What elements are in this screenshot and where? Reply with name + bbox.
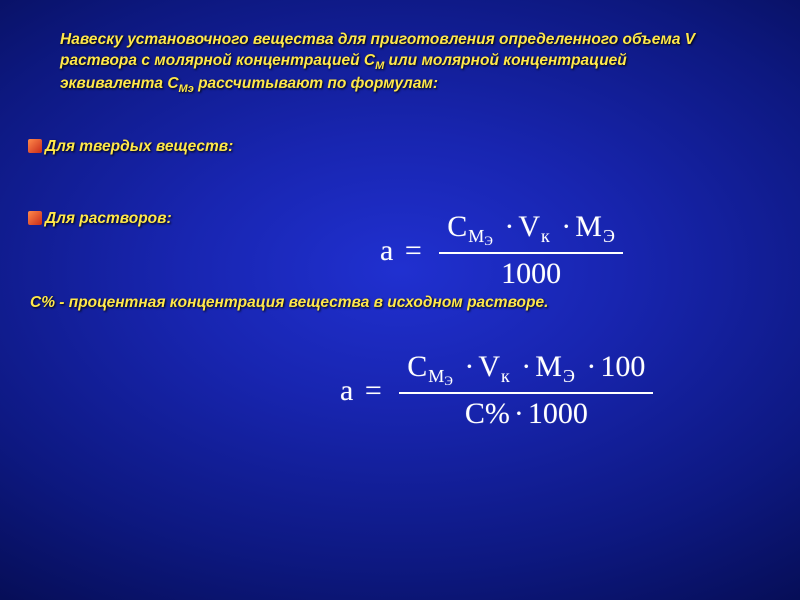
formula-solutions: a = СМЭ ·Vк ·MЭ ·100 С%·1000 (340, 350, 659, 431)
note-cpercent: С% - процентная концентрация вещества в … (30, 294, 750, 312)
title-line2a: раствора с молярной концентрацией С (60, 52, 375, 69)
f2-den-a: С% (465, 397, 510, 430)
f1-fraction: СМЭ ·Vк ·MЭ 1000 (439, 210, 623, 291)
bullet-solutions-label: Для растворов: (45, 210, 172, 227)
f1-v: V (518, 210, 540, 243)
f1-c: С (447, 210, 467, 243)
f1-dot1: · (500, 210, 518, 243)
bullet-solids: Для твердых веществ: (28, 138, 728, 156)
title-sub2: Мэ (179, 83, 194, 95)
f2-c: С (407, 350, 427, 383)
slide-title: Навеску установочного вещества для приго… (60, 30, 740, 97)
f2-fraction: СМЭ ·Vк ·MЭ ·100 С%·1000 (399, 350, 653, 431)
f1-v-sub: к (540, 226, 550, 246)
slide: Навеску установочного вещества для приго… (0, 0, 800, 600)
f2-denominator: С%·1000 (399, 394, 653, 431)
f2-dot2: · (517, 350, 535, 383)
f2-lhs: a (340, 374, 353, 408)
title-line2b: или молярной концентрацией (384, 52, 627, 69)
bullet-icon (28, 211, 42, 225)
title-line1: Навеску установочного вещества для приго… (60, 31, 695, 48)
title-sub1: М (375, 60, 384, 72)
f2-c-sub2: Э (444, 373, 453, 388)
f2-den-b: 1000 (528, 397, 588, 430)
f2-c-sub: М (427, 366, 444, 386)
title-line3b: рассчитывают по формулам: (194, 75, 438, 92)
f2-m-sub: Э (562, 366, 575, 386)
f2-numerator: СМЭ ·Vк ·MЭ ·100 (399, 350, 653, 394)
f2-eq: = (361, 374, 386, 408)
f1-m-sub: Э (602, 226, 615, 246)
f2-m: M (535, 350, 562, 383)
f2-dot3: · (582, 350, 600, 383)
f2-v: V (478, 350, 500, 383)
f2-dot1: · (460, 350, 478, 383)
bullet-icon (28, 139, 42, 153)
formula-solids: a = СМЭ ·Vк ·MЭ 1000 (380, 210, 629, 291)
f1-c-sub: М (467, 226, 484, 246)
f1-denominator: 1000 (439, 254, 623, 291)
f1-c-sub2: Э (484, 233, 493, 248)
note-text: С% - процентная концентрация вещества в … (30, 294, 548, 311)
f1-lhs: a (380, 234, 393, 268)
f2-100: 100 (600, 350, 645, 383)
bullet-solids-label: Для твердых веществ: (45, 138, 233, 155)
title-line3a: эквивалента С (60, 75, 179, 92)
f1-dot2: · (557, 210, 575, 243)
f2-v-sub: к (500, 366, 510, 386)
f1-eq: = (401, 234, 426, 268)
f2-den-dot: · (510, 397, 528, 430)
f1-m: M (575, 210, 602, 243)
f1-numerator: СМЭ ·Vк ·MЭ (439, 210, 623, 254)
